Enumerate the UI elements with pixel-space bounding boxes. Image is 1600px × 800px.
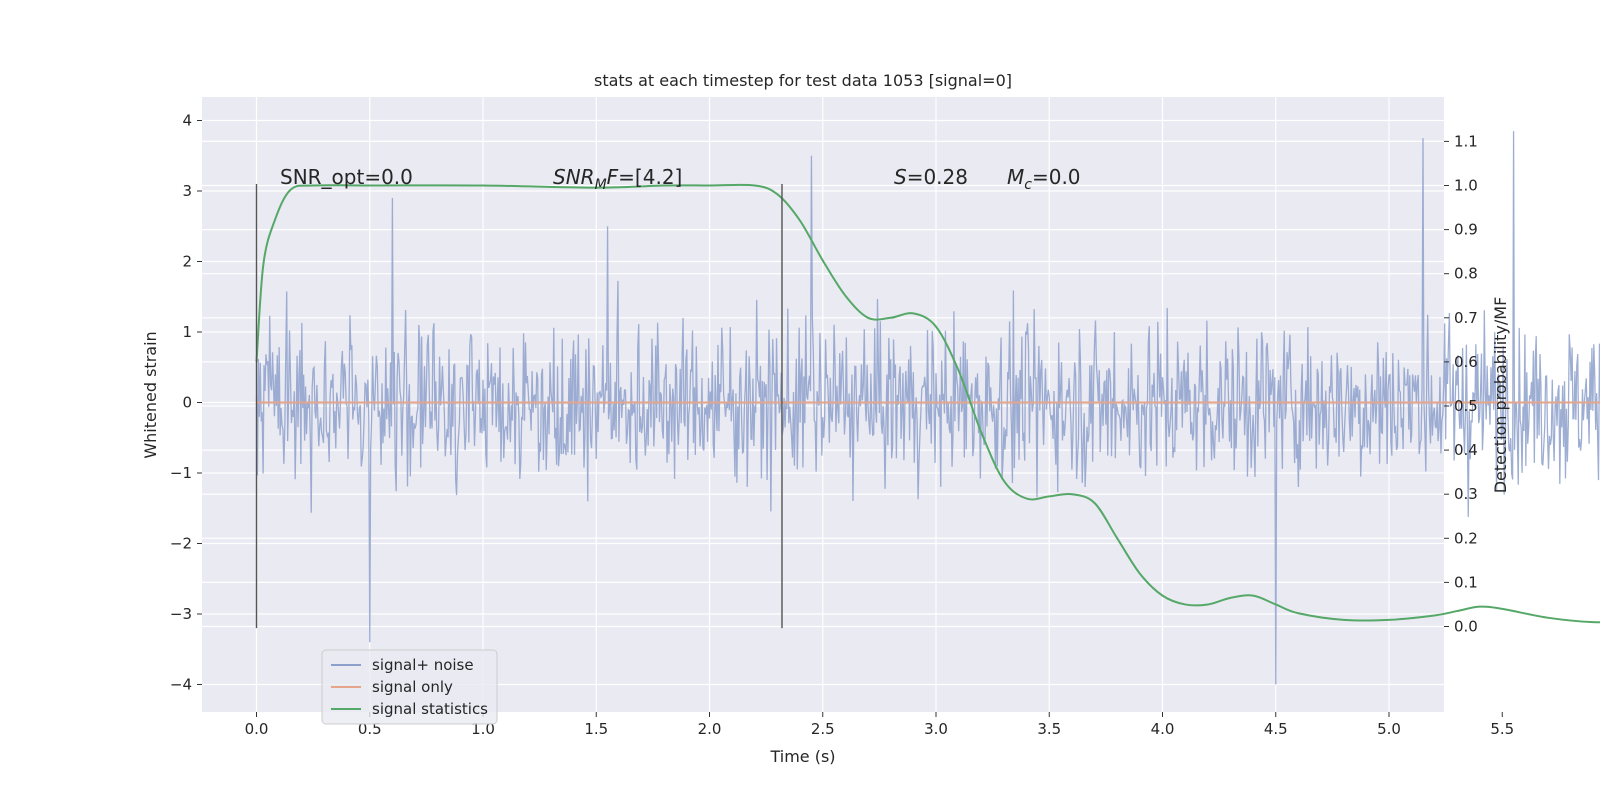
y-right-tick-label: 0.5 — [1454, 397, 1478, 415]
y-tick-label: −3 — [170, 605, 192, 623]
y-right-tick-label: 0.7 — [1454, 309, 1478, 327]
x-tick-label: 2.5 — [811, 720, 835, 738]
x-tick-label: 4.5 — [1264, 720, 1288, 738]
y-right-tick-label: 0.4 — [1454, 441, 1478, 459]
y-right-tick-label: 0.1 — [1454, 573, 1478, 591]
y-right-tick-label: 0.8 — [1454, 265, 1478, 283]
y-tick-label: 0 — [182, 394, 192, 412]
chart-title: stats at each timestep for test data 105… — [594, 71, 1012, 90]
y-tick-label: 1 — [182, 323, 192, 341]
y-right-tick-label: 1.0 — [1454, 177, 1478, 195]
y-tick-label: 4 — [182, 112, 192, 130]
x-tick-label: 2.0 — [698, 720, 722, 738]
y-tick-label: −2 — [170, 535, 192, 553]
annotation-snr-mf: SNRMF=[4.2] — [553, 165, 682, 193]
legend-label-signal-noise: signal+ noise — [372, 656, 474, 674]
x-tick-label: 5.5 — [1490, 720, 1514, 738]
y-tick-label: 3 — [182, 182, 192, 200]
grid — [202, 97, 1503, 712]
legend-label-signal-only: signal only — [372, 678, 453, 696]
annotation-snr-opt: SNR_opt=0.0 — [280, 165, 413, 189]
x-axis-title: Time (s) — [769, 747, 835, 766]
vertical-markers — [255, 183, 783, 629]
x-tick-label: 1.5 — [584, 720, 608, 738]
y-right-tick-label: 0.6 — [1454, 353, 1478, 371]
x-tick-label: 3.0 — [924, 720, 948, 738]
y-axis-right-title: Detection probability/MF — [1491, 297, 1510, 494]
legend: signal+ noise signal only signal statist… — [321, 649, 498, 725]
series-signal-statistics-line — [255, 183, 1600, 624]
y-tick-label: −4 — [170, 676, 192, 694]
y-right-tick-label: 0.3 — [1454, 485, 1478, 503]
y-right-tick-label: 0.2 — [1454, 529, 1478, 547]
x-tick-label: 3.5 — [1037, 720, 1061, 738]
legend-label-signal-statistics: signal statistics — [372, 700, 488, 718]
y-right-tick-label: 0.9 — [1454, 221, 1478, 239]
series-signal-noise-line — [255, 131, 1600, 685]
annotations: SNR_opt=0.0 SNRMF=[4.2] S=0.28 Mc=0.0 — [280, 165, 1081, 193]
y-tick-label: 2 — [182, 253, 192, 271]
x-tick-label: 5.0 — [1377, 720, 1401, 738]
legend-frame — [321, 649, 498, 725]
y-axis-title: Whitened strain — [141, 331, 160, 458]
x-tick-label: 4.0 — [1151, 720, 1175, 738]
y-right-tick-label: 0.0 — [1454, 618, 1478, 636]
y-right-tick-label: 1.1 — [1454, 132, 1478, 150]
series-lines — [255, 183, 1600, 624]
annotation-mc: Mc=0.0 — [1007, 165, 1081, 193]
annotation-s: S=0.28 — [894, 165, 968, 189]
x-tick-label: 0.0 — [245, 720, 269, 738]
y-tick-label: −1 — [170, 464, 192, 482]
series-signal-noise — [255, 131, 1600, 685]
